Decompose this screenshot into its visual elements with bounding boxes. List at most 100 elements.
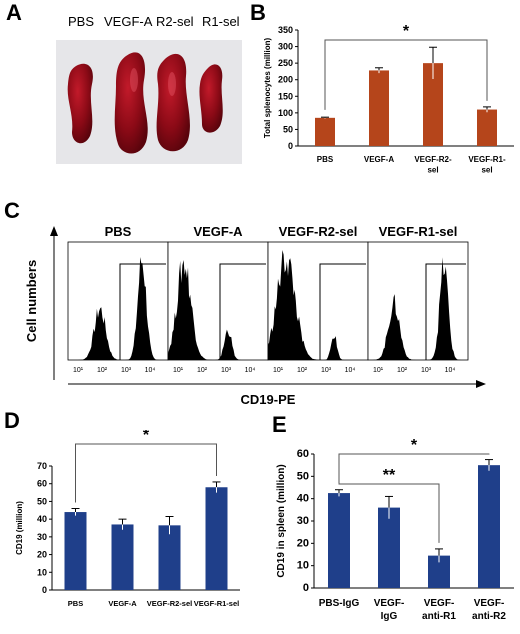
y-tick-label: 50 (37, 496, 47, 506)
category-label-line: VEGF-A (108, 599, 137, 608)
y-tick-label: 20 (297, 537, 309, 549)
category-label-line: IgG (381, 611, 398, 622)
histogram-tick-label: 10³ (121, 367, 132, 374)
y-tick-label: 250 (278, 58, 293, 68)
y-tick-label: 100 (278, 108, 293, 118)
histogram-frame (367, 241, 469, 361)
y-tick-label: 30 (37, 532, 47, 542)
bar (328, 493, 350, 588)
histogram-gate (219, 263, 266, 360)
spleen-photo (56, 40, 242, 164)
histogram-tick-label: 10⁴ (145, 367, 156, 374)
significance-bracket (75, 443, 217, 503)
y-axis-label: Total splenocytes (million) (263, 38, 272, 139)
y-tick-label: 30 (297, 515, 309, 527)
spleen-label-vegf-a: VEGF-A (104, 14, 153, 29)
histogram-tick-label: 10¹ (73, 367, 84, 374)
spleen-vegf-a (114, 52, 148, 154)
y-tick-label: 0 (42, 585, 47, 595)
y-tick-label: 70 (37, 461, 47, 471)
y-tick-label: 150 (278, 91, 293, 101)
y-tick-label: 40 (297, 493, 309, 505)
y-tick-label: 300 (278, 42, 293, 52)
y-tick-label: 40 (37, 514, 47, 524)
y-tick-label: 0 (303, 582, 309, 594)
histogram-tick-label: 10¹ (273, 367, 284, 374)
spleen-pbs (67, 63, 93, 144)
category-label: VEGF-R2-sel (147, 599, 192, 608)
histogram-title: VEGF-R2-sel (279, 224, 358, 239)
panel-b-letter: B (250, 0, 266, 25)
histogram-gate (119, 263, 166, 360)
category-label-line: sel (427, 165, 438, 174)
chart-e: 0 10 20 30 40 50 60 CD19 in spleen (million) PBS… (276, 437, 514, 622)
category-label: VEGF-anti-R1 (422, 598, 456, 622)
significance-label: * (143, 430, 150, 444)
category-label-line: PBS (317, 155, 334, 164)
chart-d: 0 10 20 30 40 50 60 70 CD19 (million) PBS VEGF-A VE… (15, 430, 240, 608)
spleen-r2-sel (156, 53, 190, 152)
category-label: VEGF-R1-sel (468, 155, 506, 174)
category-label: VEGF-A (364, 155, 394, 164)
panel-d-letter: D (4, 408, 20, 433)
histogram-title: VEGF-R1-sel (379, 224, 458, 239)
y-tick-label: 0 (288, 141, 293, 151)
bar (478, 465, 500, 588)
histogram-tick-label: 10³ (421, 367, 432, 374)
category-label-line: anti-R2 (472, 611, 506, 622)
chart-b: 0 50 100 150 200 250 300 350 Total splenocytes (… (263, 23, 514, 174)
histogram-title: PBS (105, 224, 132, 239)
category-label: VEGF-R1-sel (194, 599, 239, 608)
spleen-r1-sel (199, 64, 223, 133)
histogram-tick-label: 10³ (221, 367, 232, 374)
category-label: VEGF-R2-sel (414, 155, 452, 174)
y-axis-label: CD19 in spleen (million) (276, 464, 287, 577)
histogram-gate (319, 263, 366, 360)
y-tick-label: 350 (278, 25, 293, 35)
bar (423, 63, 443, 147)
category-label: VEGF-anti-R2 (472, 598, 506, 622)
flow-x-label: CD19-PE (241, 392, 296, 404)
y-axis-label: CD19 (million) (15, 501, 24, 555)
bar (111, 524, 134, 590)
y-tick-label: 50 (283, 124, 293, 134)
histogram-tick-label: 10⁴ (345, 367, 356, 374)
bar (378, 507, 400, 588)
category-label: VEGF- IgG (374, 598, 405, 622)
bar (428, 555, 450, 588)
histogram-tick-label: 10² (197, 367, 208, 374)
histogram-area (368, 257, 468, 360)
histogram-tick-label: 10² (397, 367, 408, 374)
flow-y-arrowhead (50, 226, 58, 236)
spleen-label-r1-sel: R1-sel (202, 14, 240, 29)
category-label: PBS-IgG (319, 598, 360, 609)
category-label: PBS (317, 155, 334, 164)
histogram-tick-label: 10⁴ (245, 367, 256, 374)
bar (158, 525, 181, 590)
y-tick-label: 20 (37, 550, 47, 560)
histogram-area (168, 260, 268, 360)
bar (477, 109, 497, 146)
category-label-line: VEGF- (474, 598, 505, 609)
significance-label: ** (383, 467, 396, 484)
category-label-line: VEGF-A (364, 155, 394, 164)
panel-c-letter: C (4, 198, 20, 223)
histogram-gate (425, 263, 466, 360)
category-label-line: anti-R1 (422, 611, 456, 622)
y-tick-label: 10 (37, 567, 47, 577)
bar (369, 70, 389, 146)
histogram-frame (67, 241, 169, 361)
category-label: VEGF-A (108, 599, 137, 608)
y-tick-label: 200 (278, 75, 293, 85)
histogram-title: VEGF-A (193, 224, 243, 239)
flow-histogram-panel: Cell numbers CD19-PE PBS 10¹ 10² 10³ 10⁴ VEGF-A… (24, 224, 486, 404)
y-tick-label: 60 (37, 479, 47, 489)
histogram-tick-label: 10¹ (173, 367, 184, 374)
bar (315, 117, 335, 146)
panel-e-letter: E (272, 412, 287, 437)
category-label-line: VEGF- (424, 598, 455, 609)
y-tick-label: 60 (297, 448, 309, 460)
category-label: PBS (68, 599, 83, 608)
histogram-area (268, 250, 368, 360)
category-label-line: VEGF-R2- (414, 155, 452, 164)
